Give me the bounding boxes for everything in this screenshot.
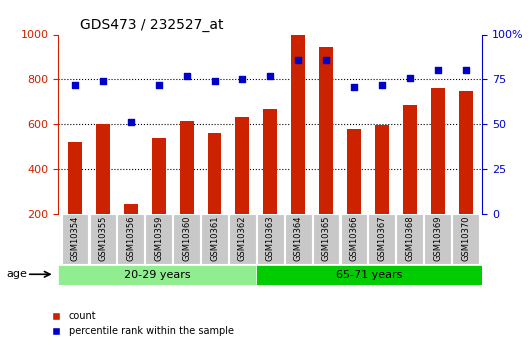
Legend: count, percentile rank within the sample: count, percentile rank within the sample [47,307,237,340]
Point [350,84,358,89]
Bar [263,108,277,214]
Text: GSM10356: GSM10356 [126,215,135,261]
Bar [118,214,144,264]
Bar [257,214,284,264]
Bar [173,214,200,264]
Bar [180,121,193,214]
Point [182,73,191,79]
Point [99,78,107,84]
Bar [229,214,256,264]
Text: GSM10370: GSM10370 [461,215,470,261]
Bar [396,214,423,264]
Text: GSM10359: GSM10359 [154,215,163,261]
Bar [431,88,445,214]
Bar [319,47,333,214]
Text: GSM10362: GSM10362 [238,215,247,261]
Point [294,57,303,62]
Text: GSM10361: GSM10361 [210,215,219,261]
Point [405,75,414,80]
Text: GDS473 / 232527_at: GDS473 / 232527_at [80,18,223,32]
Text: GSM10366: GSM10366 [349,215,358,261]
Bar [152,138,166,214]
Bar [291,34,305,214]
Point [71,82,80,88]
Point [210,78,219,84]
Point [154,82,163,88]
Bar [452,214,479,264]
Bar [425,214,451,264]
Text: GSM10364: GSM10364 [294,215,303,261]
Text: GSM10363: GSM10363 [266,215,275,261]
Point [461,68,470,73]
Bar [58,265,256,285]
Text: GSM10360: GSM10360 [182,215,191,261]
Bar [368,214,395,264]
Bar [208,133,222,214]
Text: GSM10365: GSM10365 [322,215,331,261]
Text: GSM10355: GSM10355 [99,215,108,261]
Bar [61,214,89,264]
Text: GSM10368: GSM10368 [405,215,414,261]
Bar [201,214,228,264]
Bar [313,214,340,264]
Point [127,120,135,125]
Bar [285,214,312,264]
Bar [68,142,82,214]
Point [378,82,386,88]
Bar [458,91,473,214]
Text: age: age [6,269,27,279]
Text: GSM10369: GSM10369 [433,215,442,261]
Text: 65-71 years: 65-71 years [336,270,402,279]
Text: GSM10367: GSM10367 [377,215,386,261]
Bar [403,105,417,214]
Text: 20-29 years: 20-29 years [124,270,191,279]
Bar [341,214,367,264]
Point [322,57,330,62]
Text: GSM10354: GSM10354 [70,215,80,261]
Bar [145,214,172,264]
Point [238,77,246,82]
Bar [96,124,110,214]
Point [434,68,442,73]
Bar [375,125,389,214]
Bar [90,214,116,264]
Bar [347,129,361,214]
Bar [256,265,482,285]
Bar [124,204,138,214]
Bar [235,117,250,214]
Point [266,73,275,79]
